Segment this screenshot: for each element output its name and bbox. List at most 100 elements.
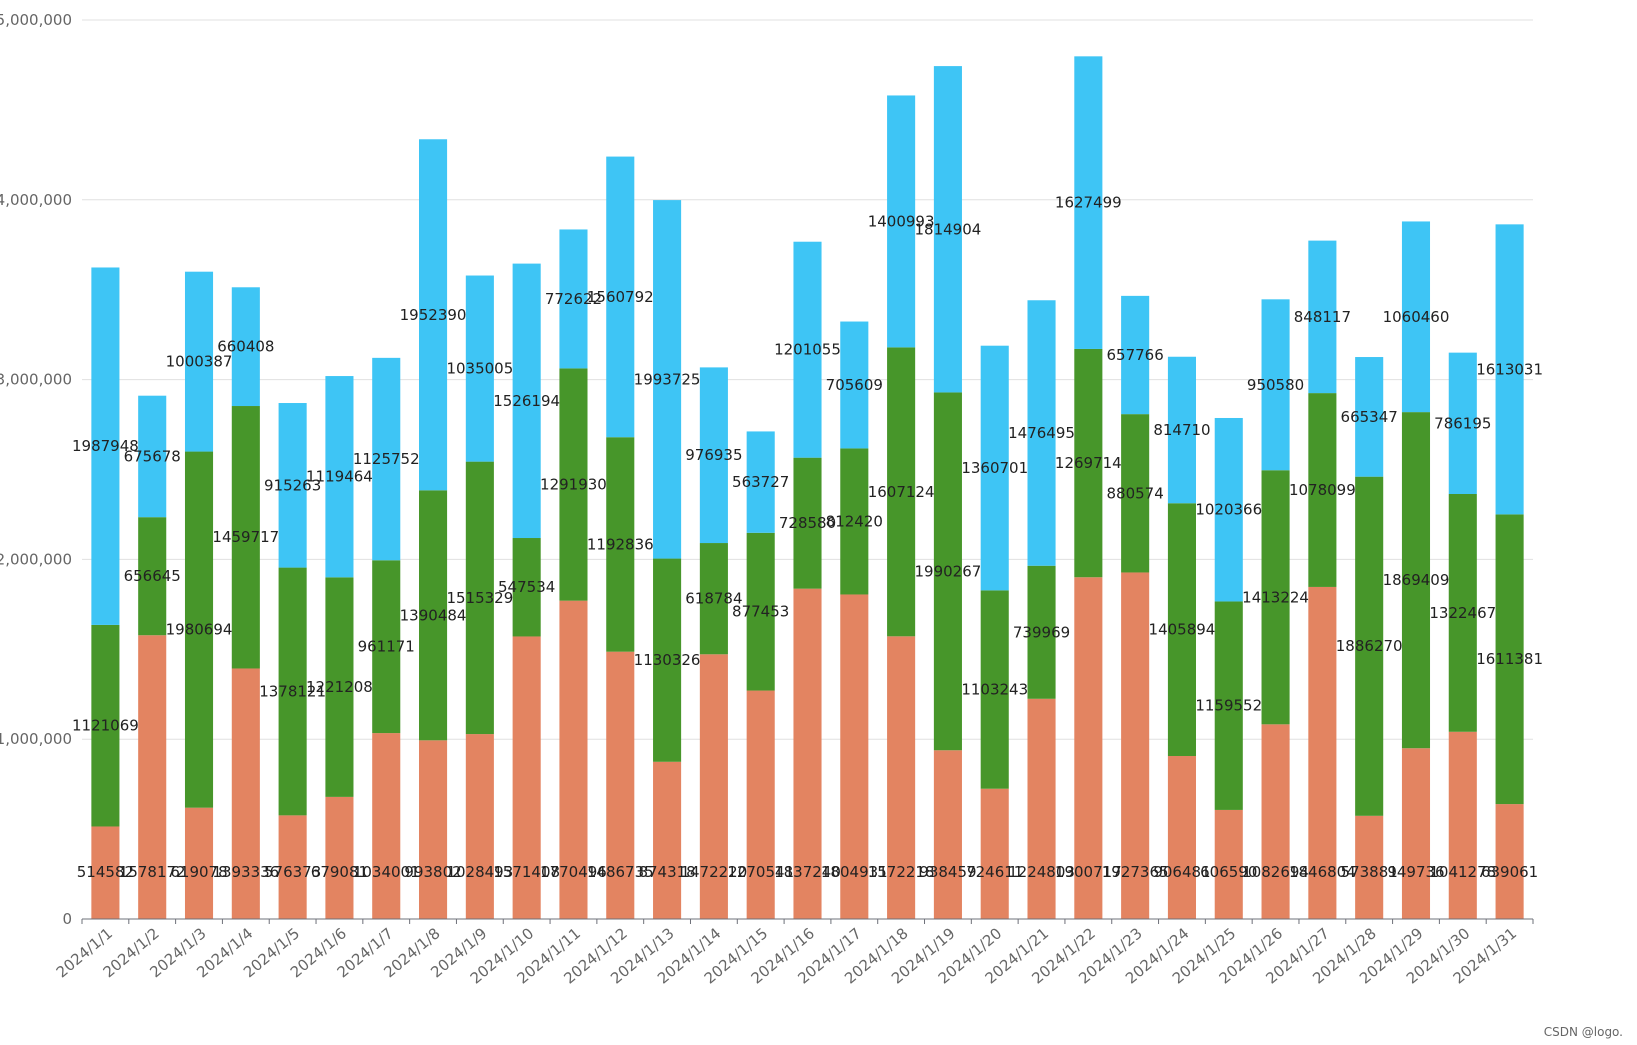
bar-series-3 xyxy=(1355,357,1384,477)
bar-series-1 xyxy=(559,600,588,919)
bar-series-3 xyxy=(1448,352,1477,494)
data-label: 1082694 xyxy=(1242,863,1309,881)
data-label: 1103243 xyxy=(961,681,1028,699)
bar-series-1 xyxy=(793,588,822,919)
bar-series-1 xyxy=(887,636,916,919)
data-label: 906481 xyxy=(1153,863,1210,881)
bar-series-1 xyxy=(1308,586,1337,919)
data-label: 1060460 xyxy=(1383,308,1450,326)
bar-series-2 xyxy=(793,457,822,589)
data-label: 1291930 xyxy=(540,476,607,494)
bar-series-1 xyxy=(278,815,307,919)
data-label: 1034001 xyxy=(353,863,420,881)
data-label: 1869409 xyxy=(1383,571,1450,589)
bar-series-1 xyxy=(1121,572,1150,919)
bar-series-1 xyxy=(1448,731,1477,919)
data-label: 812420 xyxy=(826,512,883,530)
data-label: 1993725 xyxy=(634,370,701,388)
data-label: 1770496 xyxy=(540,863,607,881)
bar-series-2 xyxy=(1308,393,1337,587)
data-label: 1405894 xyxy=(1149,621,1216,639)
bar-series-1 xyxy=(325,796,354,919)
bar-series-3 xyxy=(1167,356,1196,504)
data-label: 1952390 xyxy=(400,306,467,324)
bar-series-1 xyxy=(746,690,775,919)
data-label: 639061 xyxy=(1481,863,1538,881)
data-label: 1980694 xyxy=(166,621,233,639)
data-label: 938459 xyxy=(919,863,976,881)
bar-series-3 xyxy=(1027,300,1056,566)
y-tick-label: 1,000,000 xyxy=(0,730,72,748)
bar-series-2 xyxy=(1027,565,1056,699)
data-label: 976935 xyxy=(685,446,742,464)
bar-series-2 xyxy=(231,406,260,669)
bar-series-1 xyxy=(1355,815,1384,919)
bar-series-2 xyxy=(278,567,307,816)
bar-series-3 xyxy=(1074,56,1103,349)
data-label: 814710 xyxy=(1153,421,1210,439)
bar-series-3 xyxy=(793,241,822,458)
bar-series-2 xyxy=(91,624,120,827)
data-label: 1413224 xyxy=(1242,588,1309,606)
data-label: 618784 xyxy=(685,590,742,608)
data-label: 1613031 xyxy=(1476,360,1543,378)
bar-series-3 xyxy=(138,395,167,518)
bar-series-3 xyxy=(372,357,401,561)
bar-series-2 xyxy=(1355,476,1384,816)
data-label: 1472220 xyxy=(680,863,747,881)
bars xyxy=(91,56,1524,919)
bar-series-2 xyxy=(465,461,494,735)
bar-series-3 xyxy=(1495,224,1524,515)
data-label: 1990267 xyxy=(915,562,982,580)
bar-series-1 xyxy=(465,734,494,919)
bar-series-3 xyxy=(325,376,354,578)
bar-series-3 xyxy=(887,95,916,348)
bar-series-1 xyxy=(840,594,869,919)
y-axis-ticks: 0 1,000,000 2,000,000 3,000,000 4,000,000 5,0… xyxy=(0,11,72,928)
bar-series-1 xyxy=(1261,724,1290,919)
data-label: 656645 xyxy=(124,567,181,585)
data-label: 1000387 xyxy=(166,353,233,371)
data-label: 576373 xyxy=(264,863,321,881)
y-tick-label: 5,000,000 xyxy=(0,11,72,29)
bar-series-3 xyxy=(419,139,448,491)
data-label: 1360701 xyxy=(961,459,1028,477)
bar-series-1 xyxy=(184,807,214,919)
bar-series-2 xyxy=(1214,601,1243,810)
bar-series-2 xyxy=(1448,493,1477,732)
data-label: 915263 xyxy=(264,476,321,494)
bar-series-2 xyxy=(653,558,682,762)
bar-series-2 xyxy=(980,590,1009,789)
bar-series-2 xyxy=(1495,514,1524,805)
bar-series-1 xyxy=(138,635,167,919)
data-label: 1192836 xyxy=(587,535,654,553)
bar-series-2 xyxy=(559,368,588,601)
data-label: 1837240 xyxy=(774,863,841,881)
data-label: 1159552 xyxy=(1195,697,1262,715)
data-label: 657766 xyxy=(1107,346,1164,364)
data-label: 1814904 xyxy=(915,220,982,238)
bar-series-3 xyxy=(653,200,682,559)
bar-series-2 xyxy=(840,448,869,595)
bar-series-1 xyxy=(980,788,1009,919)
data-label: 573881 xyxy=(1341,863,1398,881)
bar-series-2 xyxy=(699,543,728,655)
data-label: 1987948 xyxy=(72,437,139,455)
data-label: 514582 xyxy=(77,863,134,881)
data-label: 1390484 xyxy=(400,606,467,624)
bar-series-1 xyxy=(1074,577,1103,919)
data-label: 874318 xyxy=(638,863,695,881)
data-label: 786195 xyxy=(1434,414,1491,432)
y-tick-label: 0 xyxy=(62,910,72,928)
bar-series-1 xyxy=(91,826,120,919)
data-label: 1526194 xyxy=(493,392,560,410)
bar-series-1 xyxy=(1167,756,1196,919)
data-label: 1221208 xyxy=(306,678,373,696)
bar-series-2 xyxy=(1074,348,1103,578)
bar-series-3 xyxy=(278,403,307,568)
data-label: 1804931 xyxy=(821,863,888,881)
data-label: 1607124 xyxy=(868,483,935,501)
data-label: 1400993 xyxy=(868,212,935,230)
bar-series-2 xyxy=(372,560,401,734)
bar-series-2 xyxy=(1121,414,1150,573)
